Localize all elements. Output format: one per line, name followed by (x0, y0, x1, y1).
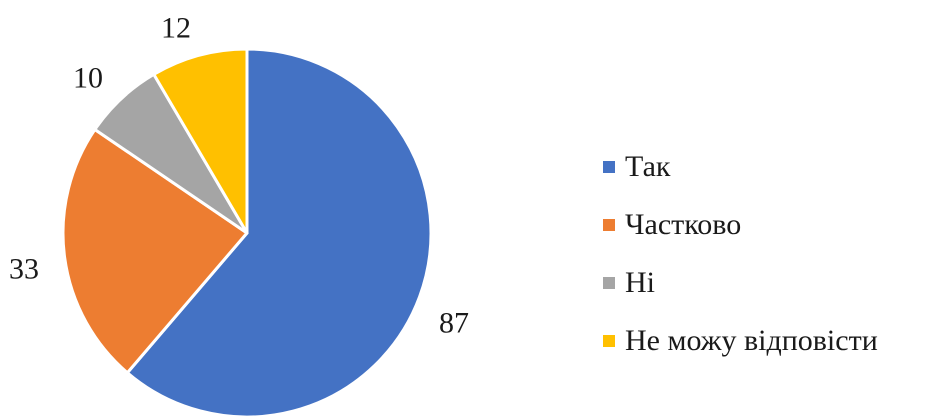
legend-item-chastkovo: Частково (603, 196, 878, 254)
data-label-tak: 87 (439, 307, 469, 340)
legend-swatch-ne-mozhu (603, 335, 615, 347)
pie-slice-chastkovo (61, 128, 249, 375)
pie-slice-tak (125, 47, 433, 416)
pie-slices (61, 47, 433, 416)
legend-item-ni: Ні (603, 254, 878, 312)
legend-item-tak: Так (603, 138, 878, 196)
legend-swatch-chastkovo (603, 219, 615, 231)
pie-data-labels: 87 33 10 12 (9, 12, 469, 340)
chart-legend: Так Частково Ні Не можу відповісти (603, 138, 878, 370)
legend-label-tak: Так (625, 150, 671, 183)
legend-swatch-ni (603, 277, 615, 289)
legend-label-chastkovo: Частково (625, 208, 742, 241)
data-label-ne-mozhu: 12 (161, 12, 191, 45)
legend-label-ne-mozhu: Не можу відповісти (625, 324, 878, 357)
data-label-ni: 10 (73, 62, 103, 95)
legend-swatch-tak (603, 161, 615, 173)
legend-item-ne-mozhu: Не можу відповісти (603, 312, 878, 370)
legend-label-ni: Ні (625, 266, 655, 299)
data-label-chastkovo: 33 (9, 253, 39, 286)
pie-slice-ne-mozhu (152, 47, 249, 235)
